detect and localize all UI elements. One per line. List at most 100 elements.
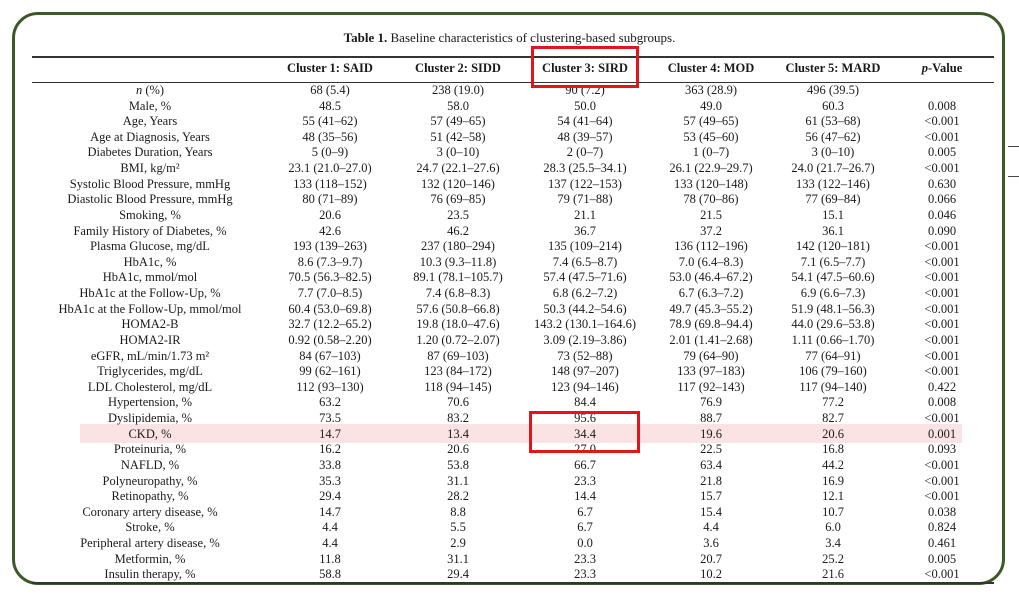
table-cell: 3.09 (2.19–3.86): [543, 332, 627, 347]
table-cell: 84.4: [574, 395, 596, 410]
table-cell: 21.8: [700, 473, 722, 488]
table-cell: 78 (70–86): [683, 192, 739, 207]
table-cell: 135 (109–214): [548, 239, 622, 254]
row-label: n (%): [135, 83, 165, 97]
table-cell: 57.4 (47.5–71.6): [543, 270, 627, 285]
p-value-cell: 0.093: [927, 442, 957, 457]
table-cell: 49.7 (45.3–55.2): [669, 301, 753, 316]
table-cell: 53.0 (46.4–67.2): [669, 270, 753, 285]
table-cell: 70.5 (56.3–82.5): [288, 270, 372, 285]
table-cell: 73.5: [319, 411, 341, 426]
table-cell: 193 (139–263): [293, 239, 367, 254]
table-cell: 133 (97–183): [677, 364, 745, 379]
row-label: HOMA2-IR: [119, 332, 181, 347]
p-value-cell: 0.090: [927, 223, 957, 238]
row-label: Triglycerides, mg/dL: [97, 364, 203, 379]
p-value-cell: <0.001: [924, 489, 960, 504]
table-cell: 20.7: [700, 551, 722, 566]
table-cell: 95.6: [574, 411, 596, 426]
row-label: Retinopathy, %: [111, 489, 189, 504]
table-cell: 132 (120–146): [421, 176, 495, 191]
col-header-cluster5: Cluster 5: MARD: [785, 61, 881, 75]
table-cell: 44.2: [822, 457, 844, 472]
table-cell: 37.2: [700, 223, 722, 238]
table-cell: 10.7: [822, 504, 844, 519]
table-cell: 0.0: [577, 535, 593, 550]
margin-mark: [1008, 176, 1019, 177]
table-cell: 6.9 (6.6–7.3): [800, 286, 866, 301]
row-label: Stroke, %: [125, 520, 175, 535]
table-cell: 34.4: [574, 426, 596, 441]
table-cell: 14.4: [574, 489, 596, 504]
table-cell: 32.7 (12.2–65.2): [288, 317, 372, 332]
table-cell: 57.6 (50.8–66.8): [416, 301, 500, 316]
table-cell: 99 (62–161): [299, 364, 361, 379]
table-cell: 89.1 (78.1–105.7): [413, 270, 503, 285]
table-cell: 7.4 (6.5–8.7): [552, 254, 618, 269]
table-cell: 33.8: [319, 457, 341, 472]
table-cell: 123 (84–172): [424, 364, 492, 379]
table-cell: 82.7: [822, 411, 844, 426]
highlight-box-cluster3-header: [531, 46, 639, 88]
row-label: Diabetes Duration, Years: [87, 145, 213, 160]
table-cell: 55 (41–62): [302, 114, 358, 129]
row-label: Metformin, %: [114, 551, 186, 566]
p-value-cell: <0.001: [924, 411, 960, 426]
table-cell: 118 (94–145): [424, 379, 492, 394]
p-value-cell: 0.066: [927, 192, 957, 207]
table-cell: 23.5: [447, 207, 469, 222]
table-cell: 25.2: [822, 551, 844, 566]
ckd-row-highlight: [80, 424, 962, 443]
row-label: Polyneuropathy, %: [102, 473, 198, 488]
p-value-cell: <0.001: [924, 270, 960, 285]
table-cell: 2.9: [450, 535, 466, 550]
table-cell: 22.5: [700, 442, 722, 457]
table-cell: 20.6: [822, 426, 844, 441]
table-cell: 53.8: [447, 457, 469, 472]
table-caption: Table 1. Baseline characteristics of clu…: [0, 30, 1019, 46]
table-cell: 14.7: [319, 504, 341, 519]
table-cell: 8.8: [450, 504, 466, 519]
table-cell: 21.6: [822, 567, 844, 582]
table-cell: 7.7 (7.0–8.5): [297, 286, 363, 301]
col-header-cluster1: Cluster 1: SAID: [287, 61, 373, 75]
table-cell: 363 (28.9): [684, 83, 738, 97]
row-label: Plasma Glucose, mg/dL: [90, 239, 210, 254]
table-cell: 1 (0–7): [692, 145, 730, 160]
table-cell: 2.01 (1.41–2.68): [669, 332, 753, 347]
table-cell: 5 (0–9): [311, 145, 349, 160]
p-value-cell: <0.001: [924, 254, 960, 269]
p-value-cell: <0.001: [924, 114, 960, 129]
table-cell: 35.3: [319, 473, 341, 488]
p-value-cell: 0.630: [927, 176, 957, 191]
table-cell: 2 (0–7): [566, 145, 604, 160]
p-value-cell: <0.001: [924, 567, 960, 582]
table-cell: 54.1 (47.5–60.6): [791, 270, 875, 285]
table-cell: 20.6: [319, 207, 341, 222]
table-cell: 26.1 (22.9–29.7): [669, 161, 753, 176]
table-cell: 8.6 (7.3–9.7): [297, 254, 363, 269]
table-cell: 4.4: [322, 520, 338, 535]
p-value-cell: <0.001: [924, 364, 960, 379]
table-cell: 77.2: [822, 395, 844, 410]
table-cell: 3.6: [703, 535, 719, 550]
table-cell: 84 (67–103): [299, 348, 361, 363]
col-header-cluster3: Cluster 3: SIRD: [542, 61, 628, 75]
table-cell: 11.8: [319, 551, 341, 566]
row-label: HbA1c, mmol/mol: [102, 270, 198, 285]
p-value-cell: 0.001: [927, 426, 957, 441]
row-label: HbA1c at the Follow-Up, mmol/mol: [58, 301, 242, 316]
pvalue-prefix: p: [921, 61, 928, 75]
table-cell: 117 (92–143): [677, 379, 745, 394]
table-cell: 80 (71–89): [302, 192, 358, 207]
table-cell: 66.7: [574, 457, 596, 472]
p-value-cell: 0.008: [927, 98, 957, 113]
table-cell: 87 (69–103): [427, 348, 489, 363]
table-cell: 48.5: [319, 98, 341, 113]
table-cell: 1.20 (0.72–2.07): [416, 332, 500, 347]
col-header-pvalue: p-Value: [922, 61, 963, 76]
table-cell: 15.1: [822, 207, 844, 222]
table-cell: 16.2: [319, 442, 341, 457]
table-cell: 12.1: [822, 489, 844, 504]
